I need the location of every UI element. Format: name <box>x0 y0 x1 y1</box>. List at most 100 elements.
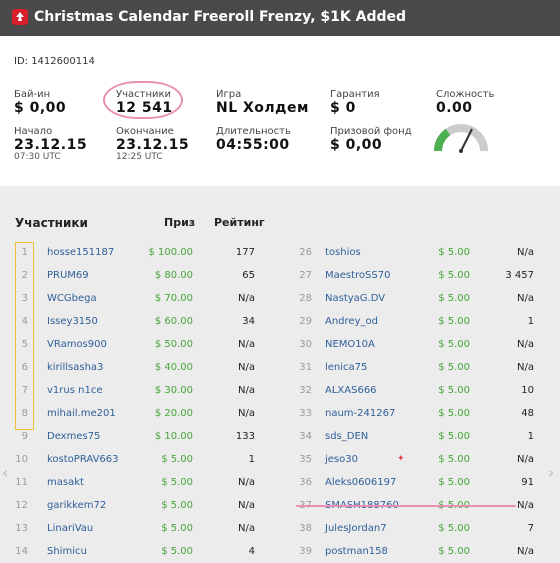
player-name[interactable]: sds_DEN <box>325 431 369 442</box>
table-row[interactable]: 7 v1rus n1ce $ 30.00 N/a <box>0 380 270 402</box>
prize-amount: $ 40.00 <box>154 362 193 373</box>
player-name[interactable]: VRamos900 <box>47 339 107 350</box>
player-rating: N/a <box>238 477 255 488</box>
table-row[interactable]: 4 Issey3150 $ 60.00 34 <box>0 311 270 333</box>
player-name[interactable]: kostoPRAV663 <box>47 454 119 465</box>
table-row[interactable]: 36 Aleks0606197 $ 5.00 91 <box>280 472 550 494</box>
player-name[interactable]: lenica75 <box>325 362 368 373</box>
prize-amount: $ 5.00 <box>438 385 470 396</box>
table-row[interactable]: 14 Shimicu $ 5.00 4 <box>0 541 270 563</box>
player-rating: 7 <box>527 523 534 534</box>
table-row[interactable]: 29 Andrey_od $ 5.00 1 <box>280 311 550 333</box>
next-arrow-icon[interactable]: › <box>548 463 555 482</box>
table-row[interactable]: 28 NastyaG.DV $ 5.00 N/a <box>280 288 550 310</box>
table-row[interactable]: 34 sds_DEN $ 5.00 1 <box>280 426 550 448</box>
duration-value: 04:55:00 <box>216 137 290 153</box>
table-row[interactable]: 35 jeso30 $ 5.00 N/a <box>280 449 550 471</box>
player-name[interactable]: Issey3150 <box>47 316 98 327</box>
prize-amount: $ 5.00 <box>438 270 470 281</box>
flag-icon: ✦ <box>397 454 405 464</box>
rank-number: 2 <box>21 270 28 281</box>
rank-number: 9 <box>21 431 28 442</box>
player-rating: N/a <box>238 385 255 396</box>
player-rating: N/a <box>517 362 534 373</box>
prize-amount: $ 5.00 <box>438 546 470 557</box>
player-name[interactable]: masakt <box>47 477 84 488</box>
player-rating: N/a <box>238 339 255 350</box>
table-row[interactable]: 3 WCGbega $ 70.00 N/a <box>0 288 270 310</box>
rank-number: 10 <box>15 454 28 465</box>
rank-number: 4 <box>21 316 28 327</box>
player-name[interactable]: garikkem72 <box>47 500 107 511</box>
player-name[interactable]: JulesJordan7 <box>325 523 387 534</box>
rank-number: 3 <box>21 293 28 304</box>
player-rating: N/a <box>517 293 534 304</box>
table-row[interactable]: 31 lenica75 $ 5.00 N/a <box>280 357 550 379</box>
rank-number: 14 <box>15 546 28 557</box>
prize-amount: $ 5.00 <box>161 500 193 511</box>
rank-number: 36 <box>299 477 312 488</box>
game-label: Игра <box>216 89 242 100</box>
guarantee-value: $ 0 <box>330 100 356 116</box>
prev-arrow-icon[interactable]: ‹ <box>2 463 9 482</box>
table-row[interactable]: 26 toshios $ 5.00 N/a <box>280 242 550 264</box>
player-rating: 1 <box>527 316 534 327</box>
table-row[interactable]: 5 VRamos900 $ 50.00 N/a <box>0 334 270 356</box>
rank-number: 32 <box>299 385 312 396</box>
table-row[interactable]: 39 postman158 $ 5.00 N/a <box>280 541 550 563</box>
table-row[interactable]: 38 JulesJordan7 $ 5.00 7 <box>280 518 550 540</box>
rank-number: 29 <box>299 316 312 327</box>
pokerstars-spade-icon <box>12 9 28 25</box>
player-name[interactable]: MaestroSS70 <box>325 270 391 281</box>
player-name[interactable]: Shimicu <box>47 546 87 557</box>
player-name[interactable]: WCGbega <box>47 293 97 304</box>
tournament-title: Christmas Calendar Freeroll Frenzy, $1K … <box>34 9 407 25</box>
difficulty-label: Сложность <box>436 89 495 100</box>
player-name[interactable]: mihail.me201 <box>47 408 116 419</box>
player-name[interactable]: v1rus n1ce <box>47 385 103 396</box>
table-row[interactable]: 27 MaestroSS70 $ 5.00 3 457 <box>280 265 550 287</box>
game-value: NL Холдем <box>216 100 309 116</box>
table-row[interactable]: 9 Dexmes75 $ 10.00 133 <box>0 426 270 448</box>
player-name[interactable]: Aleks0606197 <box>325 477 397 488</box>
end-label: Окончание <box>116 126 174 137</box>
table-row[interactable]: 8 mihail.me201 $ 20.00 N/a <box>0 403 270 425</box>
rank-number: 8 <box>21 408 28 419</box>
table-row[interactable]: 10 kostoPRAV663 $ 5.00 1 <box>0 449 270 471</box>
player-name[interactable]: NEMO10A <box>325 339 375 350</box>
player-rating: 48 <box>521 408 534 419</box>
table-row[interactable]: 11 masakt $ 5.00 N/a <box>0 472 270 494</box>
player-name[interactable]: Andrey_od <box>325 316 378 327</box>
player-name[interactable]: PRUM69 <box>47 270 89 281</box>
table-row[interactable]: 13 LinariVau $ 5.00 N/a <box>0 518 270 540</box>
player-name[interactable]: Dexmes75 <box>47 431 101 442</box>
player-name[interactable]: ALXAS666 <box>325 385 377 396</box>
player-rating: 4 <box>248 546 255 557</box>
guarantee-label: Гарантия <box>330 89 380 100</box>
table-row[interactable]: 1 hosse151187 $ 100.00 177 <box>0 242 270 264</box>
table-row[interactable]: 2 PRUM69 $ 80.00 65 <box>0 265 270 287</box>
player-name[interactable]: hosse151187 <box>47 247 115 258</box>
player-name[interactable]: NastyaG.DV <box>325 293 386 304</box>
player-name[interactable]: postman158 <box>325 546 388 557</box>
table-row[interactable]: 6 kirillsasha3 $ 40.00 N/a <box>0 357 270 379</box>
end-time: 12:25 UTC <box>116 152 163 162</box>
player-name[interactable]: LinariVau <box>47 523 94 534</box>
table-row[interactable]: 12 garikkem72 $ 5.00 N/a <box>0 495 270 517</box>
table-row[interactable]: 33 naum-241267 $ 5.00 48 <box>280 403 550 425</box>
player-name[interactable]: naum-241267 <box>325 408 396 419</box>
rank-number: 33 <box>299 408 312 419</box>
table-row[interactable]: 32 ALXAS666 $ 5.00 10 <box>280 380 550 402</box>
buyin-value: $ 0,00 <box>14 100 67 116</box>
table-row[interactable]: 30 NEMO10A $ 5.00 N/a <box>280 334 550 356</box>
rank-number: 39 <box>299 546 312 557</box>
player-rating: 177 <box>235 247 255 258</box>
player-name[interactable]: jeso30 <box>325 454 358 465</box>
prize-amount: $ 5.00 <box>438 247 470 258</box>
player-rating: 1 <box>248 454 255 465</box>
player-name[interactable]: kirillsasha3 <box>47 362 104 373</box>
prize-amount: $ 5.00 <box>438 523 470 534</box>
player-name[interactable]: toshios <box>325 247 361 258</box>
prize-amount: $ 80.00 <box>154 270 193 281</box>
prize-amount: $ 5.00 <box>161 523 193 534</box>
